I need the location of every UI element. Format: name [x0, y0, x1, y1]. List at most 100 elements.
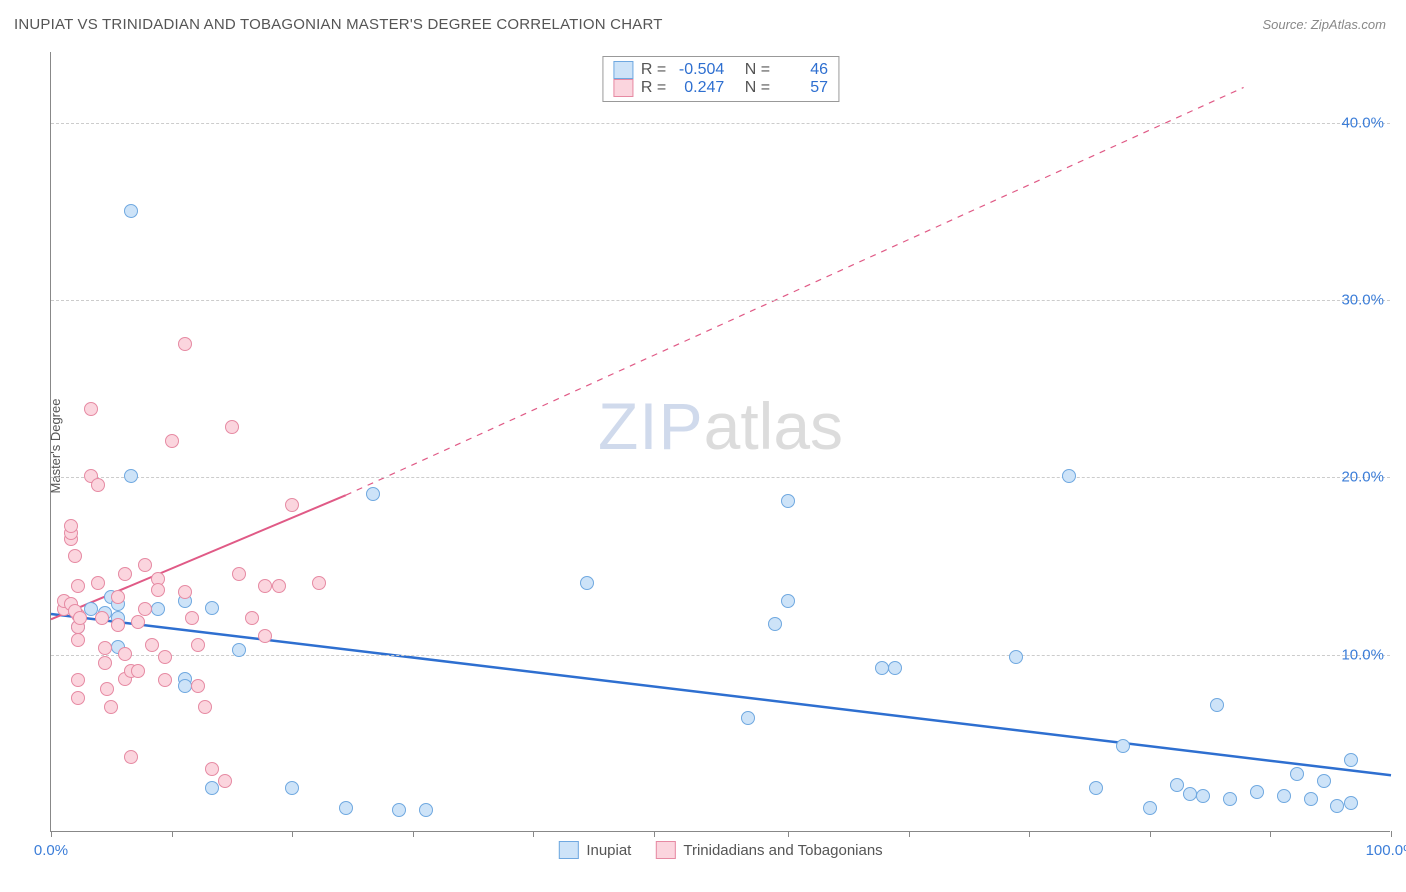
chart-title: INUPIAT VS TRINIDADIAN AND TOBAGONIAN MA…	[14, 16, 663, 33]
trend-line	[346, 87, 1244, 495]
data-point	[118, 647, 132, 661]
data-point	[131, 664, 145, 678]
trend-line	[51, 495, 346, 619]
data-point	[98, 656, 112, 670]
gridline	[51, 655, 1390, 656]
data-point	[124, 750, 138, 764]
data-point	[1223, 792, 1237, 806]
data-point	[1344, 796, 1358, 810]
source-prefix: Source:	[1262, 17, 1310, 32]
data-point	[100, 682, 114, 696]
watermark-atlas: atlas	[704, 389, 843, 463]
data-point	[95, 611, 109, 625]
data-point	[131, 615, 145, 629]
data-point	[165, 434, 179, 448]
data-point	[875, 661, 889, 675]
x-tick-label: 0.0%	[34, 842, 68, 859]
data-point	[71, 633, 85, 647]
legend-stats: R = -0.504 N = 46 R = 0.247 N = 57	[602, 56, 839, 102]
x-tick	[1270, 831, 1271, 837]
data-point	[1170, 778, 1184, 792]
data-point	[258, 629, 272, 643]
data-point	[151, 583, 165, 597]
data-point	[138, 558, 152, 572]
data-point	[1277, 789, 1291, 803]
source-attribution: Source: ZipAtlas.com	[1262, 17, 1386, 32]
data-point	[191, 638, 205, 652]
data-point	[178, 679, 192, 693]
data-point	[191, 679, 205, 693]
y-tick-label: 40.0%	[1341, 114, 1384, 131]
data-point	[272, 579, 286, 593]
data-point	[124, 204, 138, 218]
data-point	[1062, 469, 1076, 483]
data-point	[1196, 789, 1210, 803]
legend-series: Inupiat Trinidadians and Tobagonians	[558, 841, 882, 859]
n-label: N =	[745, 61, 770, 79]
data-point	[104, 700, 118, 714]
data-point	[198, 700, 212, 714]
r-value: -0.504	[674, 61, 724, 79]
data-point	[1250, 785, 1264, 799]
data-point	[419, 803, 433, 817]
watermark: ZIPatlas	[598, 388, 843, 464]
data-point	[205, 601, 219, 615]
data-point	[225, 420, 239, 434]
data-point	[1116, 739, 1130, 753]
data-point	[98, 641, 112, 655]
x-tick	[654, 831, 655, 837]
data-point	[232, 567, 246, 581]
data-point	[1330, 799, 1344, 813]
legend-stats-row: R = -0.504 N = 46	[613, 61, 828, 79]
gridline	[51, 123, 1390, 124]
x-tick	[172, 831, 173, 837]
data-point	[111, 590, 125, 604]
x-tick	[292, 831, 293, 837]
data-point	[888, 661, 902, 675]
legend-stats-row: R = 0.247 N = 57	[613, 79, 828, 97]
data-point	[138, 602, 152, 616]
data-point	[1183, 787, 1197, 801]
data-point	[1009, 650, 1023, 664]
data-point	[1304, 792, 1318, 806]
data-point	[124, 469, 138, 483]
data-point	[145, 638, 159, 652]
data-point	[285, 781, 299, 795]
legend-item: Trinidadians and Tobagonians	[655, 841, 882, 859]
trend-line	[51, 614, 1391, 775]
y-tick-label: 30.0%	[1341, 292, 1384, 309]
data-point	[285, 498, 299, 512]
data-point	[1210, 698, 1224, 712]
x-tick	[51, 831, 52, 837]
legend-swatch	[613, 79, 633, 97]
n-label: N =	[745, 79, 770, 97]
data-point	[185, 611, 199, 625]
data-point	[580, 576, 594, 590]
x-tick	[788, 831, 789, 837]
x-tick	[909, 831, 910, 837]
data-point	[1344, 753, 1358, 767]
data-point	[392, 803, 406, 817]
data-point	[768, 617, 782, 631]
header: INUPIAT VS TRINIDADIAN AND TOBAGONIAN MA…	[0, 0, 1406, 40]
data-point	[91, 478, 105, 492]
data-point	[366, 487, 380, 501]
data-point	[1317, 774, 1331, 788]
x-tick	[1150, 831, 1151, 837]
data-point	[178, 585, 192, 599]
data-point	[218, 774, 232, 788]
data-point	[205, 762, 219, 776]
y-tick-label: 10.0%	[1341, 646, 1384, 663]
data-point	[205, 781, 219, 795]
source-name: ZipAtlas.com	[1311, 17, 1386, 32]
trend-lines-svg	[51, 52, 1390, 831]
data-point	[151, 602, 165, 616]
data-point	[258, 579, 272, 593]
y-tick-label: 20.0%	[1341, 469, 1384, 486]
n-value: 46	[778, 61, 828, 79]
data-point	[245, 611, 259, 625]
n-value: 57	[778, 79, 828, 97]
gridline	[51, 477, 1390, 478]
data-point	[71, 691, 85, 705]
gridline	[51, 300, 1390, 301]
